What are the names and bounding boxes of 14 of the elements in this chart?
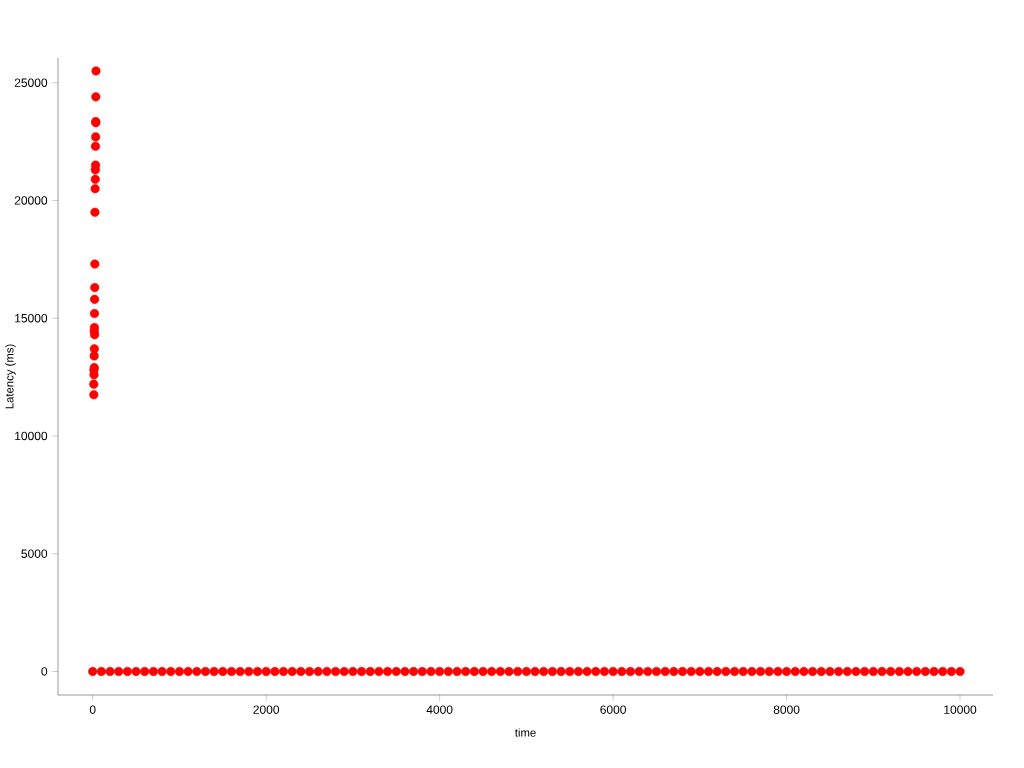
y-tick-label: 25000 xyxy=(14,78,48,87)
y-tick-label: 15000 xyxy=(15,313,48,323)
y-tick-label: 0 xyxy=(41,667,48,676)
y-axis-title: Latency (ms) xyxy=(5,344,16,409)
y-tick-label: 10000 xyxy=(15,431,48,441)
x-tick-label: 10000 xyxy=(944,705,977,714)
x-tick-label: 4000 xyxy=(426,705,453,714)
x-tick-label: 8000 xyxy=(773,705,800,714)
x-tick-label: 2000 xyxy=(253,705,280,714)
y-tick-label: 20000 xyxy=(14,196,48,205)
y-tick-label: 5000 xyxy=(21,549,48,558)
x-tick-label: 0 xyxy=(89,705,96,714)
x-axis-title: time xyxy=(514,728,536,737)
x-tick-label: 6000 xyxy=(600,705,626,714)
